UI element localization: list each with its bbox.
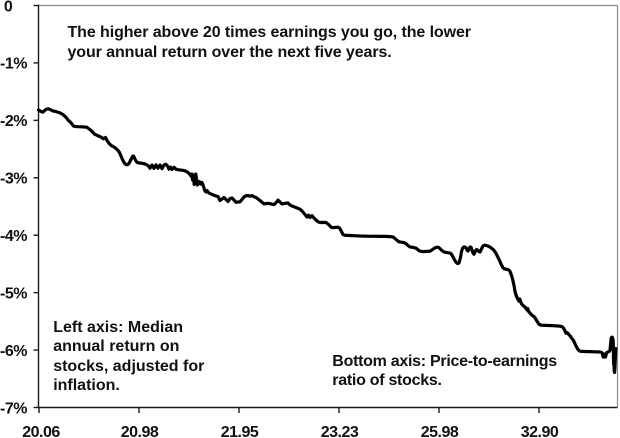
- svg-text:23.23: 23.23: [321, 424, 359, 438]
- svg-text:-5%: -5%: [0, 285, 27, 302]
- svg-text:25.98: 25.98: [421, 424, 459, 438]
- svg-text:32.90: 32.90: [521, 424, 559, 438]
- svg-text:21.95: 21.95: [221, 424, 259, 438]
- svg-text:-3%: -3%: [0, 171, 27, 188]
- svg-text:20.06: 20.06: [22, 424, 60, 438]
- svg-text:-1%: -1%: [0, 56, 27, 73]
- svg-text:-7%: -7%: [0, 400, 27, 417]
- svg-text:20.98: 20.98: [121, 424, 159, 438]
- svg-text:-6%: -6%: [0, 343, 27, 360]
- svg-text:0: 0: [4, 0, 13, 15]
- svg-text:-4%: -4%: [0, 228, 27, 245]
- svg-text:-2%: -2%: [0, 113, 27, 130]
